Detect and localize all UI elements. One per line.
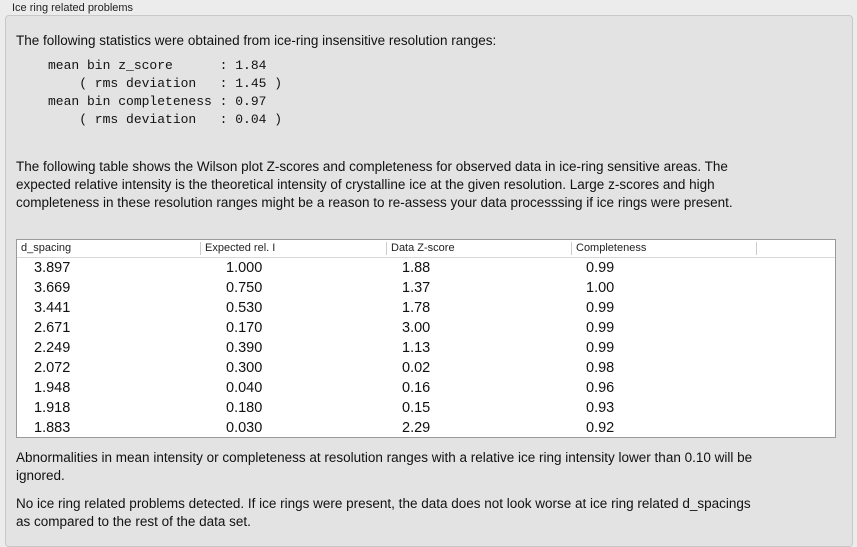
cell-d-spacing: 1.918 (34, 400, 71, 416)
intro-text: The following statistics were obtained f… (16, 33, 497, 48)
note-text: Abnormalities in mean intensity or compl… (16, 450, 753, 483)
stats-block: mean bin z_score : 1.84 ( rms deviation … (48, 58, 283, 127)
column-header-completeness[interactable]: Completeness (572, 242, 757, 255)
cell-completeness: 0.99 (586, 260, 615, 276)
ice-ring-table[interactable]: d_spacing Expected rel. I Data Z-score C… (16, 239, 836, 438)
table-header: d_spacing Expected rel. I Data Z-score C… (17, 240, 835, 258)
cell-data-z-score: 3.00 (402, 320, 431, 336)
conclusion-text: No ice ring related problems detected. I… (16, 496, 751, 529)
table-row[interactable]: 1.918 0.180 0.15 0.93 (17, 398, 835, 418)
table-row[interactable]: 1.948 0.040 0.16 0.96 (17, 378, 835, 398)
cell-completeness: 0.92 (586, 420, 615, 436)
cell-expected-rel-i: 0.530 (226, 300, 263, 316)
cell-expected-rel-i: 0.180 (226, 400, 263, 416)
table-row[interactable]: 2.671 0.170 3.00 0.99 (17, 318, 835, 338)
column-header-empty (757, 242, 835, 255)
cell-completeness: 0.99 (586, 340, 615, 356)
cell-expected-rel-i: 1.000 (226, 260, 263, 276)
cell-d-spacing: 2.249 (34, 340, 71, 356)
table-row[interactable]: 3.669 0.750 1.37 1.00 (17, 278, 835, 298)
cell-expected-rel-i: 0.040 (226, 380, 263, 396)
cell-data-z-score: 2.29 (402, 420, 431, 436)
cell-expected-rel-i: 0.170 (226, 320, 263, 336)
cell-d-spacing: 3.669 (34, 280, 71, 296)
cell-d-spacing: 2.072 (34, 360, 71, 376)
cell-completeness: 0.93 (586, 400, 615, 416)
cell-data-z-score: 0.15 (402, 400, 431, 416)
cell-completeness: 0.99 (586, 320, 615, 336)
cell-data-z-score: 1.13 (402, 340, 431, 356)
cell-data-z-score: 0.02 (402, 360, 431, 376)
cell-d-spacing: 1.883 (34, 420, 71, 436)
cell-completeness: 1.00 (586, 280, 615, 296)
column-header-data-z-score[interactable]: Data Z-score (387, 242, 572, 255)
cell-data-z-score: 1.78 (402, 300, 431, 316)
cell-expected-rel-i: 0.750 (226, 280, 263, 296)
cell-expected-rel-i: 0.030 (226, 420, 263, 436)
table-row[interactable]: 2.072 0.300 0.02 0.98 (17, 358, 835, 378)
column-header-expected-rel-i[interactable]: Expected rel. I (201, 242, 387, 255)
cell-completeness: 0.98 (586, 360, 615, 376)
table-row[interactable]: 3.441 0.530 1.78 0.99 (17, 298, 835, 318)
cell-completeness: 0.96 (586, 380, 615, 396)
cell-expected-rel-i: 0.390 (226, 340, 263, 356)
table-description: The following table shows the Wilson plo… (16, 159, 733, 210)
table-row[interactable]: 3.897 1.000 1.88 0.99 (17, 258, 835, 278)
cell-d-spacing: 3.897 (34, 260, 71, 276)
cell-data-z-score: 1.88 (402, 260, 431, 276)
cell-completeness: 0.99 (586, 300, 615, 316)
group-title: Ice ring related problems (12, 2, 134, 14)
column-header-d-spacing[interactable]: d_spacing (17, 242, 201, 255)
table-row[interactable]: 2.249 0.390 1.13 0.99 (17, 338, 835, 358)
cell-d-spacing: 2.671 (34, 320, 71, 336)
cell-d-spacing: 3.441 (34, 300, 71, 316)
cell-expected-rel-i: 0.300 (226, 360, 263, 376)
cell-data-z-score: 1.37 (402, 280, 431, 296)
cell-d-spacing: 1.948 (34, 380, 71, 396)
cell-data-z-score: 0.16 (402, 380, 431, 396)
table-row[interactable]: 1.883 0.030 2.29 0.92 (17, 418, 835, 438)
